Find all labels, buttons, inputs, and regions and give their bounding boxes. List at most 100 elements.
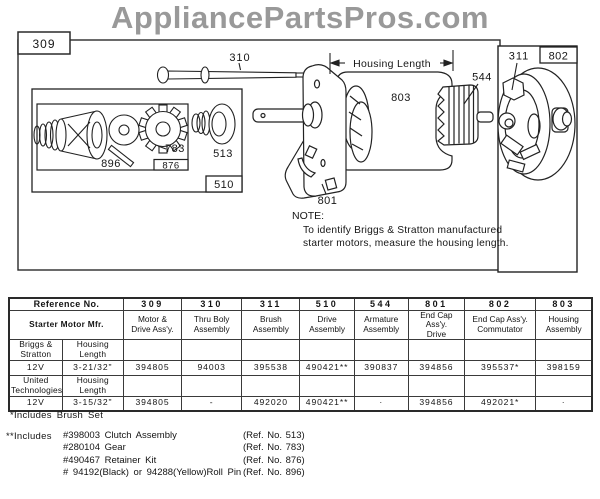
- cell: [353, 375, 409, 398]
- exploded-parts-diagram: 309 310 311 802 510 876 896 783 513 544 …: [17, 31, 578, 273]
- col-header-reference-no: Reference No.: [8, 297, 124, 311]
- cell: [535, 339, 593, 362]
- col-header-starter-motor-mfr: Starter Motor Mfr.: [8, 309, 124, 341]
- table-row-briggs-stratton: Briggs & Stratton Housing Length: [8, 339, 593, 362]
- ref-label-510: 510: [214, 179, 234, 191]
- ref-label-544: 544: [472, 72, 492, 84]
- footnote-ref: (Ref. No. 876): [243, 454, 305, 466]
- footnote-part: # 94192(Black) or 94288(Yellow)Roll Pin: [63, 467, 242, 479]
- footnote-item: #398003 Clutch Assembly (Ref. No. 513): [63, 430, 305, 442]
- cell: [241, 339, 301, 362]
- ref-label-310: 310: [229, 52, 250, 64]
- cell: [353, 339, 409, 362]
- cell: 3-21/32": [61, 360, 124, 377]
- footnote-part: #280104 Gear: [63, 442, 126, 454]
- col-header-801: 801: [407, 297, 466, 311]
- parts-reference-table: Reference No. 309 310 311 510 544 801 80…: [8, 297, 593, 412]
- ref-label-896: 896: [101, 158, 121, 170]
- cell: [407, 339, 466, 362]
- cell: [181, 339, 243, 362]
- table-header-row-refs: Reference No. 309 310 311 510 544 801 80…: [8, 297, 593, 311]
- clutch-barrel-drawing: [55, 110, 108, 160]
- cell: [299, 375, 355, 398]
- cell: United Technologies: [8, 375, 63, 398]
- watermark-logo: AppliancePartsPros.com: [111, 0, 489, 35]
- thru-bolt-drawing: [156, 62, 313, 84]
- ref-label-803: 803: [391, 92, 411, 104]
- cell: [181, 375, 243, 398]
- cell: 490421**: [299, 396, 355, 412]
- footnote-part: #398003 Clutch Assembly: [63, 430, 177, 441]
- note-title: NOTE:: [292, 210, 324, 222]
- housing-length-dimension: [329, 50, 454, 74]
- ref-label-311: 311: [509, 51, 530, 63]
- cell: [241, 375, 301, 398]
- cell: [122, 375, 183, 398]
- cell: 395537*: [463, 360, 537, 377]
- note-line2: starter motors, measure the housing leng…: [303, 238, 509, 249]
- ref-label-513: 513: [213, 148, 233, 160]
- ratchet-drawing: [191, 103, 236, 145]
- cell: ·: [535, 396, 593, 412]
- cell: Housing Length: [61, 339, 124, 362]
- col-header-drive-assembly: Drive Assembly: [299, 309, 355, 341]
- end-cap-commutator-drawing: [497, 45, 578, 273]
- cell: [299, 339, 355, 362]
- col-header-housing-assembly: Housing Assembly: [535, 309, 593, 341]
- footnote-includes-block: **Includes #398003 Clutch Assembly (Ref.…: [6, 430, 305, 480]
- table-header-row-names: Starter Motor Mfr. Motor & Drive Ass'y. …: [8, 309, 593, 341]
- cell: 3-15/32": [61, 396, 124, 412]
- col-header-802: 802: [463, 297, 537, 311]
- cell: Briggs & Stratton: [8, 339, 63, 362]
- footnote-ref: (Ref. No. 896): [243, 467, 305, 479]
- cell: 394856: [407, 396, 466, 412]
- footnote-item: #280104 Gear (Ref. No. 783): [63, 442, 305, 454]
- note-line1: To identify Briggs & Stratton manufactur…: [303, 225, 502, 236]
- col-header-803: 803: [535, 297, 593, 311]
- ref-label-876: 876: [162, 161, 179, 172]
- gear-stack-drawing: [342, 85, 373, 163]
- cell: ·: [353, 396, 409, 412]
- cell: 490421**: [299, 360, 355, 377]
- col-header-thru-bolt-assembly: Thru Boly Assembly: [181, 309, 243, 341]
- ref-label-309: 309: [32, 37, 55, 51]
- cell: [463, 339, 537, 362]
- cell: 492021*: [463, 396, 537, 412]
- gear-drawing: [138, 104, 188, 154]
- motor-drawing: [252, 50, 494, 199]
- armature-drawing: [436, 84, 494, 146]
- footnote-ref: (Ref. No. 783): [243, 442, 305, 454]
- cell: 394856: [407, 360, 466, 377]
- footnote-item: #490467 Retainer Kit (Ref. No. 876): [63, 455, 305, 467]
- cell: 390837: [353, 360, 409, 377]
- washer-drawing: [108, 114, 140, 146]
- col-header-544: 544: [353, 297, 409, 311]
- cell: 394805: [122, 396, 183, 412]
- cell: [535, 375, 593, 398]
- housing-length-label: Housing Length: [353, 58, 431, 70]
- col-header-end-cap-commutator: End Cap Ass'y. Commutator: [463, 309, 537, 341]
- cell: 394805: [122, 360, 183, 377]
- ref-label-801: 801: [318, 195, 338, 207]
- col-header-310: 310: [181, 297, 243, 311]
- cell: 12V: [8, 360, 63, 377]
- footnote-part: #490467 Retainer Kit: [63, 454, 157, 466]
- footnote-brush-set: *Includes Brush Set: [10, 410, 104, 421]
- cell: 12V: [8, 396, 63, 412]
- cell: [407, 375, 466, 398]
- col-header-end-cap-drive: End Cap Ass'y. Drive: [407, 309, 466, 341]
- cell: 395538: [241, 360, 301, 377]
- col-header-309: 309: [122, 297, 183, 311]
- footnote-includes-label: **Includes: [6, 431, 52, 442]
- drive-assembly-drawing: [31, 88, 243, 193]
- cell: [463, 375, 537, 398]
- table-row-united-12v: 12V 3-15/32" 394805 - 492020 490421** · …: [8, 396, 593, 412]
- col-header-brush-assembly: Brush Assembly: [241, 309, 301, 341]
- cell: Housing Length: [61, 375, 124, 398]
- table-row-briggs-12v: 12V 3-21/32" 394805 94003 395538 490421*…: [8, 360, 593, 377]
- footnote-item: # 94192(Black) or 94288(Yellow)Roll Pin …: [63, 467, 305, 479]
- col-header-armature-assembly: Armature Assembly: [353, 309, 409, 341]
- col-header-motor-drive-assy: Motor & Drive Ass'y.: [122, 309, 183, 341]
- ref-label-783: 783: [165, 143, 185, 155]
